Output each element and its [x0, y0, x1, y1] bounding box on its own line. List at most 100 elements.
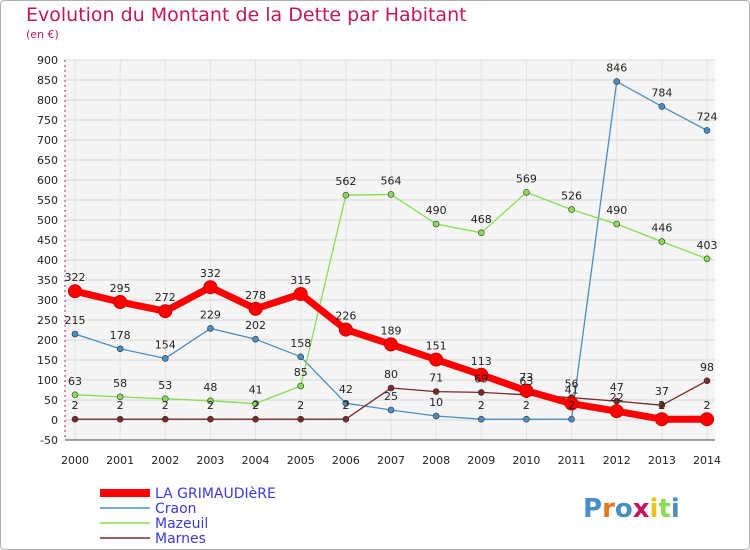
data-point [207, 397, 214, 405]
data-label: 2 [72, 399, 79, 412]
x-tick-label: 2005 [287, 454, 315, 467]
data-label: 322 [65, 271, 86, 284]
data-point [161, 355, 169, 362]
x-tick-label: 2006 [332, 454, 360, 467]
data-label: 724 [697, 110, 718, 123]
data-point [568, 415, 575, 423]
x-tick-label: 2003 [196, 454, 224, 467]
data-label: 562 [335, 175, 356, 188]
data-point [203, 280, 218, 295]
x-tick-label: 2002 [151, 454, 179, 467]
data-point [568, 206, 575, 213]
data-point [432, 388, 440, 395]
data-point [116, 393, 124, 401]
data-label: 80 [384, 368, 398, 381]
data-label: 569 [516, 172, 537, 185]
data-point [477, 229, 485, 237]
x-tick-label: 2010 [512, 454, 540, 467]
data-point [432, 220, 440, 228]
y-tick-label: 500 [37, 214, 58, 227]
data-label: 2 [658, 399, 665, 412]
data-label: 229 [200, 308, 221, 321]
data-point [429, 352, 444, 367]
data-label: 71 [429, 372, 443, 385]
y-tick-label: 850 [37, 74, 58, 87]
chart-title: Evolution du Montant de la Dette par Hab… [26, 4, 467, 26]
data-label: 41 [249, 384, 263, 397]
data-label: 490 [426, 204, 447, 217]
y-tick-label: 0 [51, 414, 58, 427]
data-label: 403 [697, 239, 718, 252]
data-label: 10 [429, 396, 443, 409]
y-tick-label: 800 [37, 94, 58, 107]
y-tick-label: 50 [44, 394, 58, 407]
x-tick-label: 2013 [648, 454, 676, 467]
data-label: 58 [113, 377, 127, 390]
data-point [474, 367, 489, 382]
data-label: 2 [207, 399, 214, 412]
data-point [477, 389, 485, 396]
x-tick-label: 2011 [558, 454, 586, 467]
data-point [71, 415, 79, 423]
chart-subtitle: (en €) [26, 28, 59, 41]
x-tick-label: 2000 [61, 454, 89, 467]
data-label: 215 [65, 314, 86, 327]
data-label: 37 [655, 385, 669, 398]
data-point [161, 395, 169, 403]
data-point [248, 301, 263, 316]
data-point [523, 415, 530, 423]
data-point [116, 345, 124, 353]
data-point [613, 220, 621, 228]
data-label: 47 [610, 381, 624, 394]
data-point [477, 415, 485, 423]
y-tick-label: 100 [37, 374, 58, 387]
data-point [252, 335, 259, 343]
y-tick-label: 350 [37, 274, 58, 287]
data-point [432, 412, 440, 420]
data-point [387, 384, 395, 392]
data-label: 846 [606, 62, 627, 75]
data-label: 2 [297, 399, 304, 412]
data-point [519, 383, 534, 398]
data-point [207, 415, 214, 423]
data-label: 63 [519, 375, 533, 388]
data-label: 2 [568, 399, 575, 412]
data-label: 468 [471, 213, 492, 226]
data-point [113, 295, 128, 309]
data-label: 2 [523, 399, 530, 412]
data-label: 113 [471, 355, 492, 368]
data-point [158, 304, 173, 319]
data-label: 56 [565, 378, 579, 391]
data-point [293, 287, 308, 301]
data-label: 48 [203, 381, 217, 394]
data-label: 526 [561, 190, 582, 203]
data-point [116, 415, 124, 423]
data-point [252, 415, 259, 423]
data-label: 151 [426, 340, 447, 353]
data-label: 295 [110, 282, 131, 295]
y-tick-label: 450 [37, 234, 58, 247]
data-label: 73 [519, 371, 533, 384]
data-label: 2 [478, 399, 485, 412]
x-tick-label: 2009 [467, 454, 495, 467]
data-point [703, 255, 711, 263]
legend-label: Marnes [155, 531, 206, 547]
y-tick-label: 600 [37, 174, 58, 187]
x-tick-label: 2007 [377, 454, 405, 467]
data-label: 226 [335, 310, 356, 323]
x-tick-label: 2008 [422, 454, 450, 467]
data-point [523, 189, 530, 196]
data-point [609, 404, 624, 419]
data-label: 784 [651, 86, 672, 99]
data-point [387, 406, 395, 414]
y-tick-label: -50 [40, 434, 58, 447]
data-label: 41 [565, 384, 579, 397]
data-label: 85 [294, 366, 308, 379]
x-tick-label: 2004 [242, 454, 270, 467]
data-label: 189 [381, 324, 402, 337]
data-point [700, 412, 714, 427]
x-tick-label: 2012 [603, 454, 631, 467]
y-tick-label: 200 [37, 334, 58, 347]
data-label: 315 [290, 274, 311, 287]
